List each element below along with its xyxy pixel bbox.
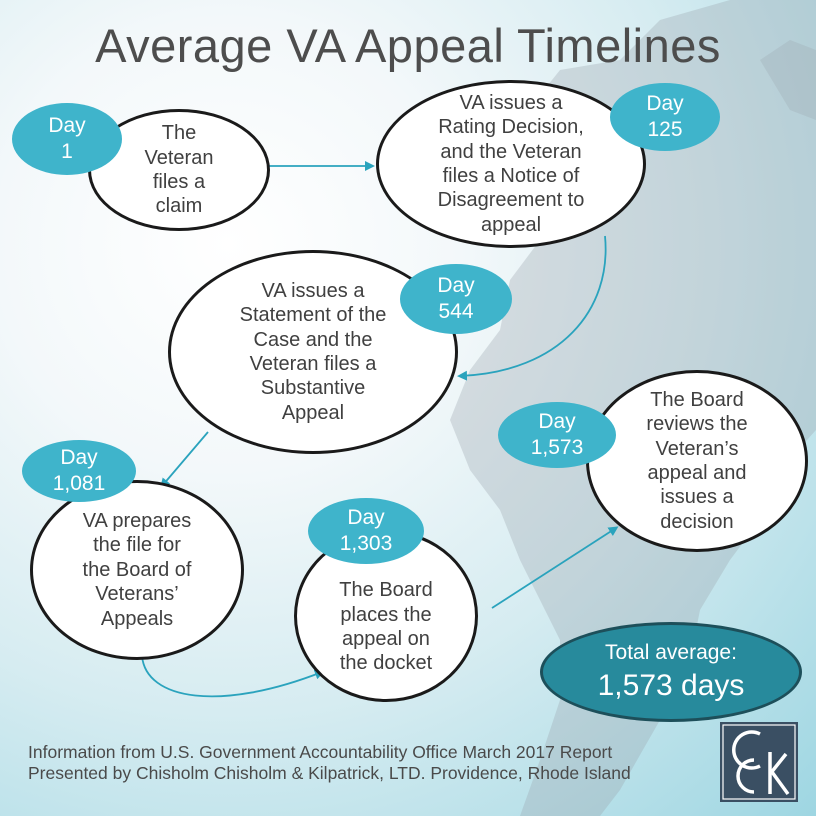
step-6-circle: The Board reviews the Veteran’s appeal and i…: [586, 370, 808, 552]
step-3-text-line: Case and the: [253, 328, 373, 351]
step-1-text-line: claim: [155, 195, 203, 218]
day-number: 1,573: [530, 436, 584, 459]
step-2-text-line: Disagreement to: [437, 189, 585, 212]
day-number: 125: [647, 118, 683, 141]
step-3-text-line: VA issues a: [261, 279, 365, 302]
step-6-text-line: The Board: [650, 388, 744, 411]
total-average-badge: Total average: 1,573 days: [540, 622, 802, 722]
step-6-text-line: issues a: [660, 486, 734, 509]
arrow-2-to-3: [457, 235, 607, 381]
step-6-text-line: appeal and: [647, 462, 747, 484]
day-label: Day: [60, 445, 98, 469]
step-2-text-line: appeal: [480, 213, 542, 236]
step-4-text-line: the Board of: [82, 558, 192, 581]
page-title: Average VA Appeal Timelines: [95, 19, 721, 72]
total-label: Total average:: [605, 641, 737, 664]
step-5-text-line: The Board: [339, 579, 433, 602]
day-label: Day: [437, 273, 475, 297]
arrow-5-to-6: [491, 526, 619, 609]
day-label: Day: [48, 113, 86, 137]
day-number: 1,303: [339, 532, 393, 555]
step-3-text-line: Statement of the: [239, 304, 387, 327]
footer-credits: Information from U.S. Government Account…: [28, 742, 631, 784]
step-1-text-line: Veteran: [144, 146, 214, 169]
step-2-text-line: files a Notice of: [442, 165, 580, 187]
footer-presenter-line: Presented by Chisholm Chisholm & Kilpatr…: [28, 763, 631, 783]
day-label: Day: [538, 409, 576, 433]
step-1-text-line: The: [161, 122, 197, 145]
step-4-text-line: VA prepares: [82, 510, 192, 533]
day-number: 1: [61, 140, 73, 163]
step-3-text-line: Appeal: [281, 401, 345, 424]
cck-logo-mark: [722, 724, 796, 800]
step-6-text-line: reviews the: [646, 413, 748, 436]
step-6-text-line: Veteran’s: [655, 437, 739, 460]
step-4-text-line: Appeals: [100, 607, 174, 630]
step-4-day-badge: Day 1,081: [22, 440, 136, 502]
step-6-day-badge: Day 1,573: [498, 402, 616, 468]
step-1-text-line: files a: [152, 171, 206, 193]
step-3-text-line: Substantive: [260, 377, 366, 400]
step-5-day-badge: Day 1,303: [308, 498, 424, 564]
step-3-day-badge: Day 544: [400, 264, 512, 334]
step-5-text-line: the docket: [339, 652, 433, 675]
day-number: 544: [438, 300, 474, 323]
step-5-text-line: places the: [340, 603, 432, 626]
day-label: Day: [646, 91, 684, 115]
arrow-3-to-4: [160, 431, 209, 489]
arrow-4-to-5: [141, 655, 325, 698]
cck-logo: [720, 722, 798, 802]
step-2-circle: VA issues a Rating Decision, and the Veter…: [376, 80, 646, 248]
step-5-text-line: appeal on: [342, 628, 430, 650]
step-6-text-line: decision: [660, 510, 734, 533]
step-2-text-line: VA issues a: [459, 91, 563, 114]
step-4-circle: VA prepares the file for the Board of Veter…: [30, 480, 244, 660]
step-4-text-line: the file for: [93, 534, 181, 557]
day-number: 1,081: [52, 472, 106, 495]
day-label: Day: [347, 505, 385, 529]
step-2-text-line: and the Veteran: [440, 140, 582, 163]
total-value: 1,573 days: [597, 669, 745, 702]
step-1-day-badge: Day 1: [12, 103, 122, 175]
step-4-text-line: Veterans’: [95, 583, 179, 606]
footer-source-line: Information from U.S. Government Account…: [28, 742, 613, 762]
step-2-text-line: Rating Decision,: [438, 116, 584, 139]
step-2-day-badge: Day 125: [610, 83, 720, 151]
step-3-text-line: Veteran files a: [249, 353, 377, 375]
